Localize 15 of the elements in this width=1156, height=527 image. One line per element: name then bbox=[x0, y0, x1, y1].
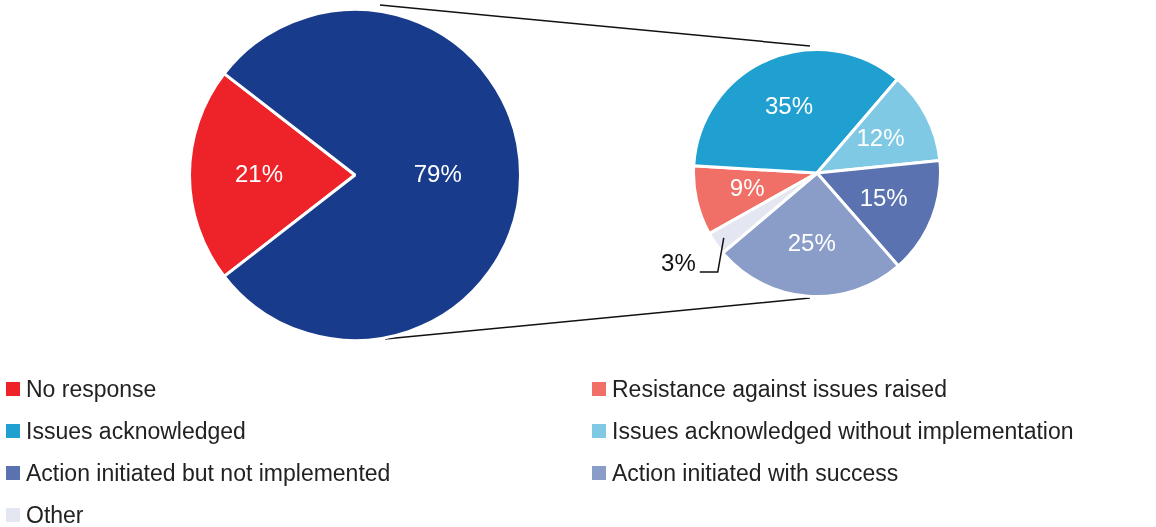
legend-label: Resistance against issues raised bbox=[612, 375, 947, 403]
data-label: 12% bbox=[856, 124, 905, 152]
data-label: 9% bbox=[729, 173, 765, 201]
data-label: 15% bbox=[859, 183, 908, 211]
data-label: 35% bbox=[764, 91, 813, 119]
legend-label: Action initiated with success bbox=[612, 459, 899, 487]
data-label: 3% bbox=[661, 248, 696, 276]
legend-label: Other bbox=[26, 501, 84, 527]
legend-label: Action initiated but not implemented bbox=[26, 459, 391, 487]
data-label: 21% bbox=[234, 159, 284, 187]
legend-label: No response bbox=[26, 375, 157, 403]
data-label: 25% bbox=[787, 229, 836, 257]
legend-label: Issues acknowledged bbox=[26, 417, 246, 445]
data-label: 79% bbox=[413, 159, 462, 187]
legend-label: Issues acknowledged without implementation bbox=[612, 417, 1074, 445]
